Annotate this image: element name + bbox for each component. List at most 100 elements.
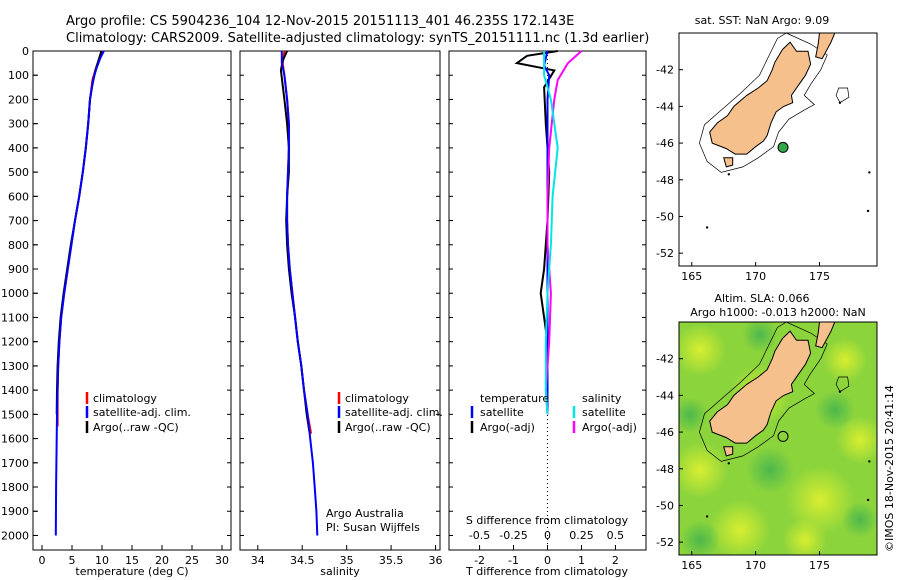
sla-blob <box>680 520 720 555</box>
x-tick-label: 2 <box>612 554 619 567</box>
legend-temperature-title: temperature <box>480 392 549 405</box>
islet <box>727 173 731 176</box>
legend-s-argo: Argo(-adj) <box>582 421 637 434</box>
depth-tick-label: 1800 <box>1 481 29 494</box>
depth-tick-label: 1600 <box>1 433 29 446</box>
seamount-contour <box>835 87 850 104</box>
sla-blob <box>746 446 794 494</box>
map-y-tick-label: -52 <box>656 536 674 549</box>
map-y-tick-label: -42 <box>656 64 674 77</box>
depth-tick-label: 1200 <box>1 336 29 349</box>
depth-tick-label: 400 <box>8 142 29 155</box>
map-y-tick-label: -50 <box>656 210 674 223</box>
sla-map-title-2: Argo h1000: -0.013 h2000: NaN <box>690 306 866 319</box>
sla-map <box>699 322 871 518</box>
sst-map-title: sat. SST: NaN Argo: 9.09 <box>695 14 829 27</box>
sla-blob <box>836 416 877 464</box>
temperature-plot <box>33 50 231 536</box>
salinity-x-label: salinity <box>320 565 360 578</box>
sst-map-axes: 165 170 175 -42 -44 -46 -48 -50 -52 <box>656 64 830 283</box>
sla-blob <box>842 502 877 538</box>
depth-tick-label: 900 <box>8 263 29 276</box>
temperature-legend: climatology satellite-adj. clim. Argo(..… <box>85 392 191 434</box>
series-line-satellite-adj-clim- <box>280 51 319 536</box>
header-line-2: Climatology: CARS2009. Satellite-adjuste… <box>66 31 649 46</box>
x-tick-label: -2 <box>474 554 485 567</box>
depth-tick-label: 1400 <box>1 384 29 397</box>
series-line-s-argo-adj- <box>544 50 583 415</box>
salinity-x-axis: 34 34.5 35 35.5 36 <box>251 545 443 567</box>
s-tick-label: 0 <box>544 529 551 542</box>
seamount-contour <box>835 376 850 393</box>
depth-tick-label: 100 <box>8 69 29 82</box>
depth-tick-label: 800 <box>8 239 29 252</box>
legend-satellite-adj: satellite-adj. clim. <box>345 406 443 419</box>
series-line-satellite-adj-clim- <box>54 50 105 536</box>
map-y-tick-label: -48 <box>656 463 674 476</box>
x-tick-label: 15 <box>125 554 139 567</box>
islet <box>866 209 870 213</box>
legend-argo: Argo(..raw -QC) <box>345 421 431 434</box>
t-difference-label: T difference from climatology <box>465 565 628 578</box>
depth-tick-label: 600 <box>8 190 29 203</box>
sla-map-axes: 165 170 175 -42 -44 -46 -48 -50 -52 <box>656 353 830 572</box>
x-tick-label: 34.5 <box>290 554 315 567</box>
x-tick-label: -1 <box>508 554 519 567</box>
map-y-tick-label: -42 <box>656 353 674 366</box>
legend-t-argo: Argo(-adj) <box>480 421 535 434</box>
depth-tick-label: 1900 <box>1 505 29 518</box>
sst-map <box>699 32 871 229</box>
x-tick-label: 35.5 <box>379 554 404 567</box>
south-island-coast <box>709 330 812 444</box>
south-island-coast <box>709 41 812 155</box>
s-tick-label: -0.25 <box>499 529 527 542</box>
series-line-climatology <box>56 50 104 427</box>
map-x-tick-label: 165 <box>681 559 702 572</box>
sla-blob <box>710 500 770 555</box>
x-tick-label: 20 <box>155 554 169 567</box>
sla-blob <box>679 442 728 498</box>
sla-blob <box>679 324 726 376</box>
islet <box>866 498 870 502</box>
depth-tick-label: 1000 <box>1 287 29 300</box>
shelf-contour <box>699 322 828 462</box>
s-difference-label: S difference from climatology <box>466 514 629 527</box>
map-y-tick-label: -44 <box>656 100 674 113</box>
depth-tick-label: 0 <box>22 45 29 58</box>
difference-plot <box>449 50 646 550</box>
legend-satellite-adj: satellite-adj. clim. <box>93 406 191 419</box>
islet <box>705 226 709 229</box>
sla-blob <box>783 518 827 555</box>
map-y-tick-label: -48 <box>656 174 674 187</box>
map-y-tick-label: -44 <box>656 389 674 402</box>
x-tick-label: 1 <box>578 554 585 567</box>
sla-anomaly-blobs <box>679 322 877 555</box>
series-line-argo-raw-qc- <box>55 50 103 415</box>
islet <box>868 171 871 174</box>
north-island-coast <box>815 32 836 60</box>
x-tick-label: 34 <box>251 554 265 567</box>
legend-argo: Argo(..raw -QC) <box>93 421 179 434</box>
legend-t-satellite: satellite <box>480 406 524 419</box>
islet <box>868 460 871 463</box>
x-tick-label: 25 <box>185 554 199 567</box>
s-tick-label: -0.5 <box>469 529 490 542</box>
map-y-tick-label: -50 <box>656 499 674 512</box>
sla-map-frame <box>678 321 878 556</box>
x-tick-label: 0 <box>39 554 46 567</box>
legend-climatology: climatology <box>93 392 157 405</box>
temperature-x-axis: 0 5 10 15 20 25 30 <box>39 545 229 567</box>
depth-tick-label: 1700 <box>1 457 29 470</box>
north-island-coast <box>815 322 836 349</box>
credit-line-2: PI: Susan Wijffels <box>326 521 420 534</box>
salinity-legend: climatology satellite-adj. clim. Argo(..… <box>337 392 443 434</box>
depth-axis: 0 100 200 300 400 500 600 700 800 900 1000 1100 1200… <box>1 45 38 542</box>
map-y-tick-label: -46 <box>656 137 674 150</box>
series-line-argo-raw-qc- <box>279 50 311 432</box>
map-y-tick-label: -52 <box>656 247 674 260</box>
islet <box>838 390 842 393</box>
depth-tick-label: 300 <box>8 118 29 131</box>
map-x-tick-label: 170 <box>745 270 766 283</box>
legend-climatology: climatology <box>345 392 409 405</box>
